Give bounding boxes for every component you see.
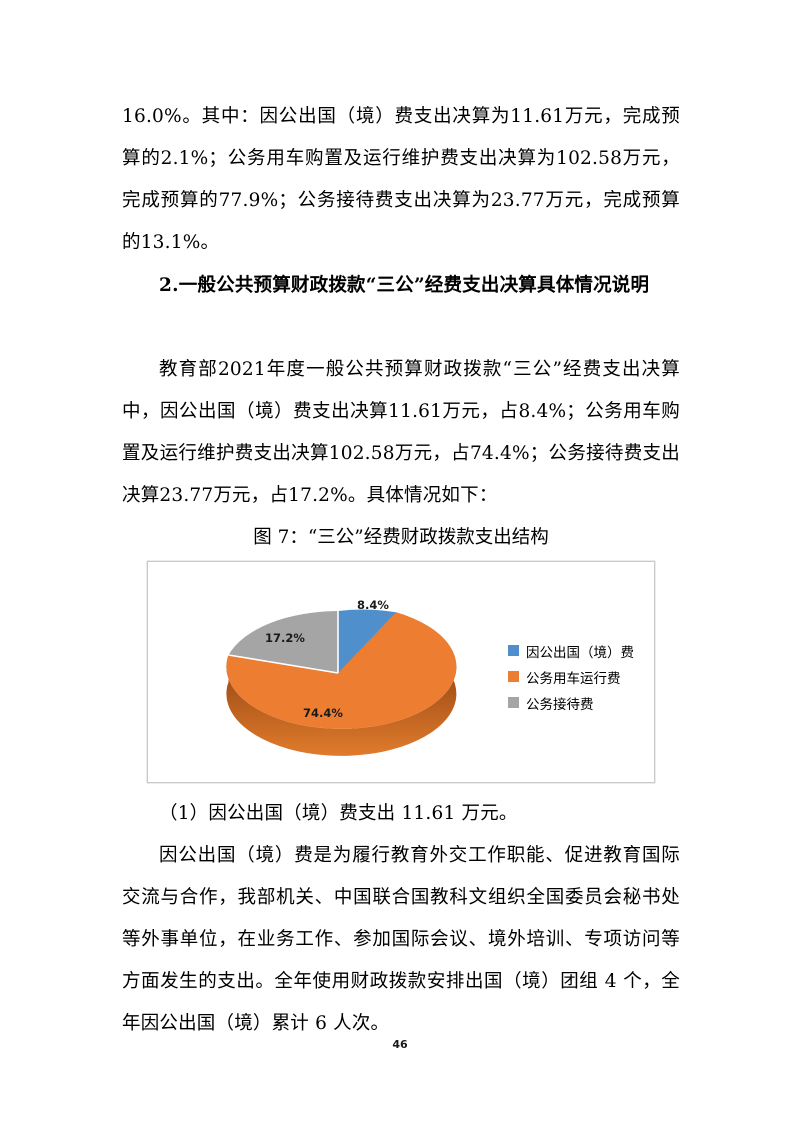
- legend-item-hospitality[interactable]: 公务接待费: [508, 690, 648, 715]
- pie-chart-container: 8.4% 17.2% 74.4% 因公出国（境）费 公务用车运行费 公务接待费: [147, 561, 655, 783]
- paragraph-overseas-travel-detail: 因公出国（境）费是为履行教育外交工作职能、促进教育国际交流与合作，我部机关、中国…: [122, 845, 680, 1034]
- section-heading-2: 2.一般公共预算财政拨款“三公”经费支出决算具体情况说明: [159, 275, 650, 296]
- legend-label-hospitality: 公务接待费: [526, 696, 594, 713]
- pie-slice-hospitality[interactable]: [228, 611, 339, 673]
- pie-slice-overseas-travel[interactable]: [338, 609, 396, 673]
- chart-legend: 因公出国（境）费 公务用车运行费 公务接待费: [508, 638, 648, 716]
- slice-divider-left: [228, 654, 339, 674]
- legend-swatch-orange-icon: [508, 671, 519, 682]
- paragraph-budget-execution: 16.0%。其中：因公出国（境）费支出决算为11.61万元，完成预算的2.1%；…: [122, 106, 680, 253]
- pie-top-faces: [226, 609, 457, 729]
- pie-chart-svg: 8.4% 17.2% 74.4%: [226, 598, 457, 756]
- pie-slice-public-vehicle[interactable]: [226, 612, 457, 729]
- legend-swatch-blue-icon: [508, 645, 519, 656]
- pie-label-public-vehicle: 74.4%: [303, 706, 343, 720]
- paragraph-item-1-title: （1）因公出国（境）费支出 11.61 万元。: [159, 803, 518, 824]
- page-number: 46: [392, 1038, 408, 1051]
- legend-label-overseas-travel: 因公出国（境）费: [526, 644, 634, 661]
- legend-item-public-vehicle[interactable]: 公务用车运行费: [508, 664, 648, 689]
- pie-label-hospitality: 17.2%: [265, 631, 305, 645]
- legend-swatch-gray-icon: [508, 697, 519, 708]
- legend-label-public-vehicle: 公务用车运行费: [526, 670, 621, 687]
- paragraph-three-public-breakdown: 教育部2021年度一般公共预算财政拨款“三公”经费支出决算中，因公出国（境）费支…: [122, 359, 680, 506]
- chart-title: 图 7：“三公”经费财政拨款支出结构: [253, 527, 549, 548]
- pie-label-overseas-travel: 8.4%: [357, 598, 389, 612]
- legend-item-overseas-travel[interactable]: 因公出国（境）费: [508, 638, 648, 663]
